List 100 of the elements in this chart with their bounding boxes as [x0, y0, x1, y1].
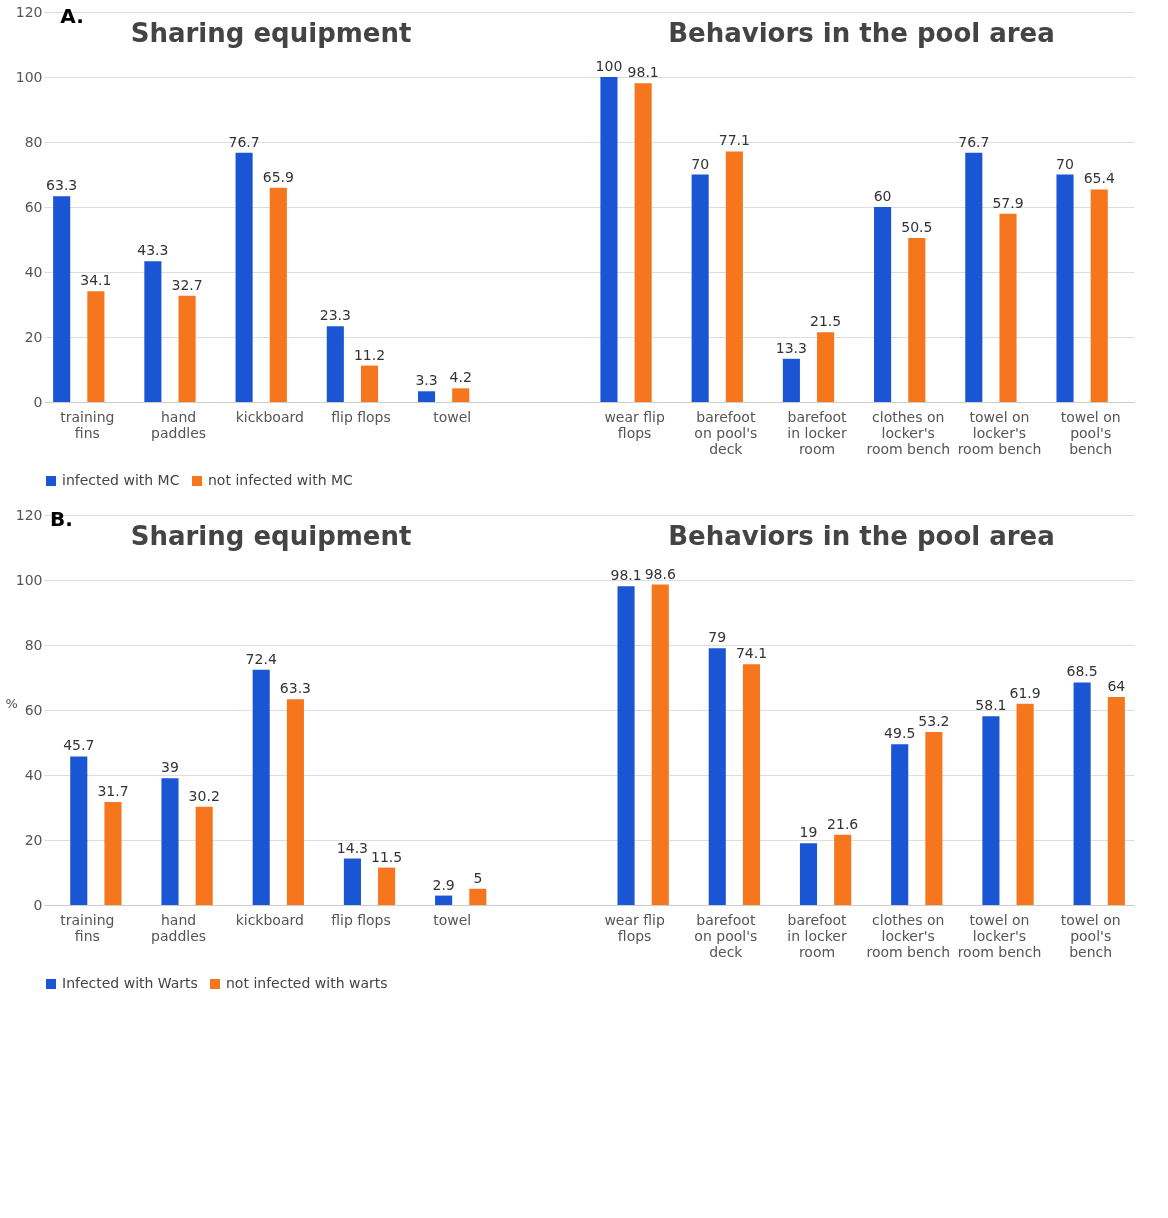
data-label: 61.9 — [1009, 684, 1041, 701]
bar — [817, 332, 835, 402]
y-tick-label: 0 — [33, 896, 43, 913]
x-tick-label: towel — [433, 911, 472, 928]
data-label: 4.2 — [449, 369, 472, 386]
data-label: 50.5 — [901, 218, 933, 235]
data-label: 65.4 — [1083, 170, 1115, 187]
data-label: 32.7 — [171, 276, 203, 293]
data-label: 98.1 — [610, 567, 642, 584]
bar — [651, 584, 669, 905]
data-label: 70 — [1056, 155, 1074, 172]
data-label: 63.3 — [279, 680, 311, 697]
data-label: 11.5 — [371, 848, 403, 865]
x-tick-label: barefoot in locker room — [787, 408, 848, 457]
x-tick-label: barefoot on pool's deck — [694, 408, 758, 457]
data-label: 76.7 — [228, 133, 260, 150]
y-tick-label: 100 — [15, 571, 43, 588]
bar — [891, 744, 909, 905]
bar — [87, 291, 105, 402]
data-label: 5 — [473, 869, 483, 886]
bar — [469, 888, 487, 905]
data-label: 65.9 — [262, 168, 294, 185]
x-tick-label: towel on pool's bench — [1060, 408, 1121, 457]
x-tick-label: training fins — [60, 911, 115, 944]
bar — [799, 843, 818, 905]
bar — [708, 648, 726, 905]
bar — [195, 806, 213, 905]
x-tick-label: towel on locker's room bench — [957, 911, 1042, 960]
bar — [435, 895, 453, 905]
data-label: 2.9 — [432, 876, 455, 893]
data-label: 79 — [708, 629, 727, 646]
bar — [161, 778, 179, 905]
y-tick-label: 40 — [24, 263, 43, 280]
y-axis-title: % — [5, 695, 18, 711]
x-tick-label: kickboard — [235, 408, 304, 425]
data-label: 100 — [595, 58, 623, 74]
bar — [53, 196, 71, 402]
data-label: 3.3 — [415, 372, 438, 389]
bar — [600, 77, 618, 402]
data-label: 45.7 — [63, 737, 95, 754]
bar — [360, 365, 379, 402]
data-label: 30.2 — [188, 787, 220, 804]
bar — [269, 187, 287, 402]
bar — [782, 358, 800, 402]
x-tick-label: wear flip flops — [604, 911, 665, 944]
x-tick-label: towel on pool's bench — [1060, 911, 1121, 960]
bar — [235, 152, 253, 402]
data-label: 63.3 — [46, 177, 78, 194]
data-label: 49.5 — [884, 725, 916, 742]
bar — [70, 756, 88, 905]
data-label: 77.1 — [718, 132, 750, 149]
data-label: 60 — [873, 188, 892, 204]
bar — [908, 237, 926, 402]
bar — [252, 669, 270, 905]
bar — [982, 716, 1000, 905]
data-label: 64 — [1107, 678, 1126, 694]
data-label: 34.1 — [80, 272, 112, 289]
bar — [999, 213, 1017, 402]
y-tick-label: 20 — [24, 831, 43, 848]
y-tick-label: 40 — [24, 766, 43, 783]
x-tick-label: flip flops — [331, 911, 391, 928]
bar — [1073, 682, 1091, 905]
annotation: Behaviors in the pool area — [668, 18, 1055, 48]
y-tick-label: 60 — [24, 198, 43, 215]
data-label: 58.1 — [975, 697, 1007, 714]
legend-label: not infected with MC — [208, 472, 354, 488]
data-label: 70 — [691, 155, 710, 172]
bar — [326, 326, 344, 402]
data-label: 14.3 — [336, 839, 368, 856]
bar — [378, 867, 396, 905]
data-label: 98.6 — [644, 565, 676, 582]
data-label: 21.5 — [810, 313, 842, 330]
bar — [965, 152, 983, 402]
bar — [104, 801, 122, 905]
bar — [417, 391, 436, 402]
y-tick-label: 100 — [15, 68, 43, 85]
bar — [286, 699, 304, 905]
bar — [343, 858, 361, 905]
annotation: Sharing equipment — [130, 18, 412, 48]
x-tick-label: kickboard — [235, 911, 304, 928]
data-label: 13.3 — [775, 339, 807, 356]
bar — [834, 834, 852, 905]
bar — [1056, 174, 1074, 402]
legend-label: infected with MC — [62, 472, 180, 488]
data-label: 39 — [161, 759, 179, 776]
legend-label: not infected with warts — [226, 975, 388, 991]
data-label: 76.7 — [958, 133, 990, 150]
bar — [874, 207, 892, 402]
bar — [1016, 703, 1034, 905]
y-tick-label: 80 — [24, 133, 43, 150]
data-label: 23.3 — [319, 307, 351, 324]
legend-label: Infected with Warts — [62, 975, 198, 991]
x-tick-label: flip flops — [331, 408, 391, 425]
data-label: 68.5 — [1066, 663, 1098, 680]
y-tick-label: 120 — [15, 3, 43, 20]
bar — [1107, 697, 1125, 905]
data-label: 72.4 — [245, 650, 277, 667]
y-tick-label: 120 — [15, 506, 43, 523]
data-label: 31.7 — [97, 782, 129, 799]
y-tick-label: 20 — [24, 328, 43, 345]
